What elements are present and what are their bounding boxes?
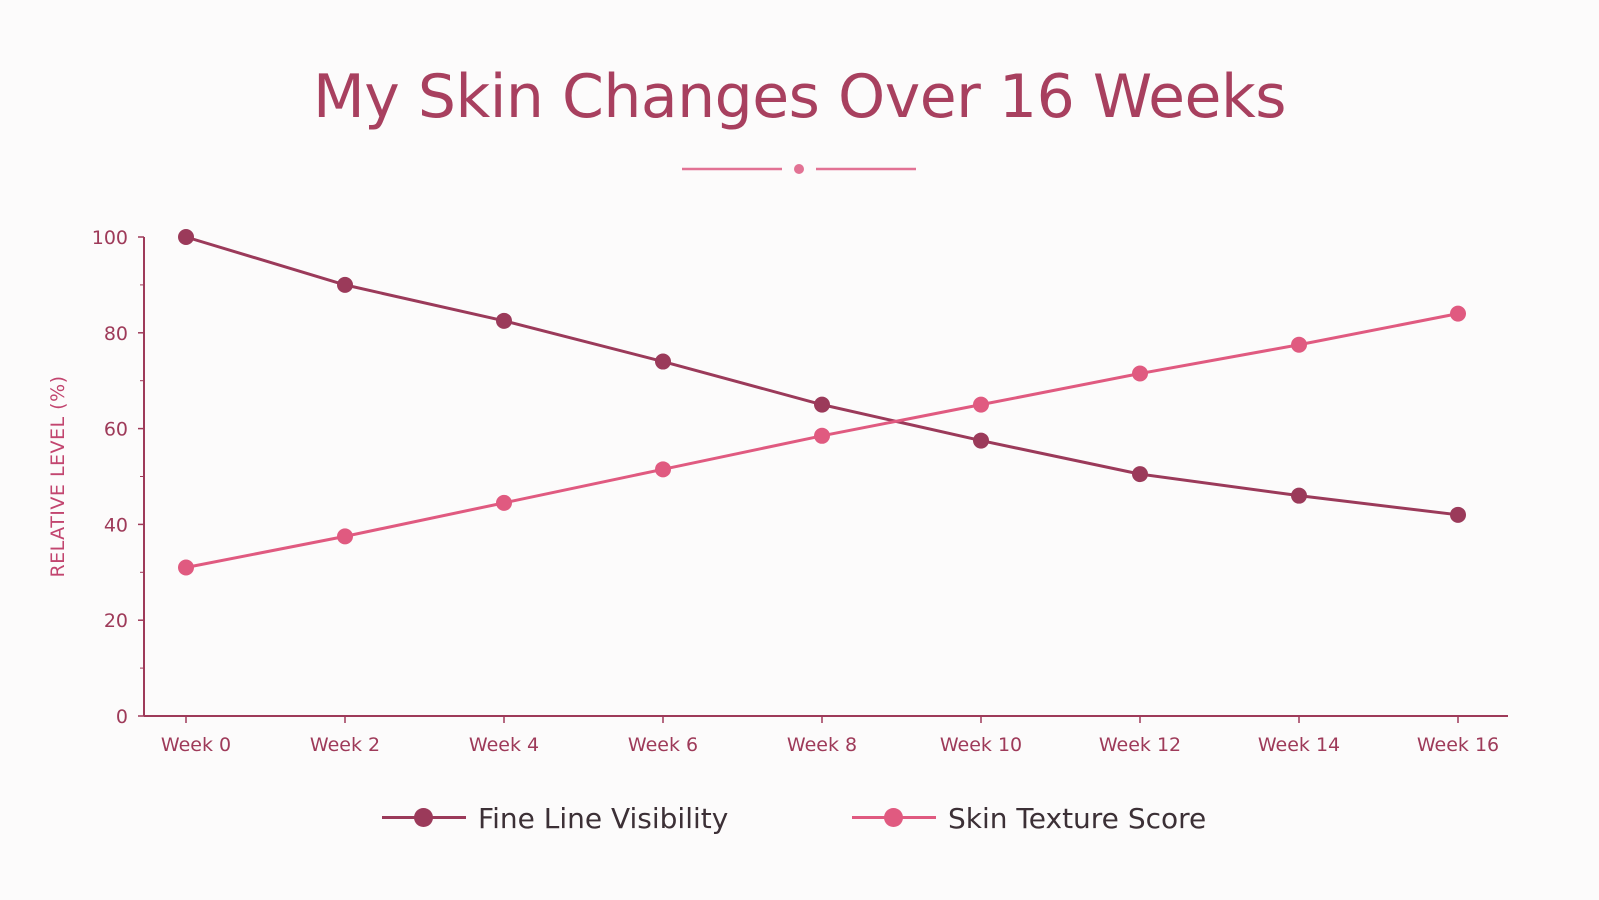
data-point (1450, 305, 1466, 322)
divider-dot (794, 164, 804, 174)
data-point (337, 276, 353, 293)
data-point (1132, 466, 1148, 483)
legend-marker-skin-texture (884, 808, 903, 827)
chart-title: My Skin Changes Over 16 Weeks (313, 62, 1286, 132)
legend-swatch-fine-line (382, 796, 466, 840)
data-point (973, 396, 989, 413)
data-point (496, 312, 512, 329)
x-tick-label: Week 12 (1099, 734, 1181, 756)
x-tick-label: Week 10 (940, 734, 1022, 756)
legend-label-fine-line: Fine Line Visibility (478, 801, 729, 835)
title-divider (682, 164, 916, 174)
y-tick-label: 80 (104, 323, 128, 345)
series-line (185, 235, 1459, 517)
data-point (1291, 487, 1307, 504)
y-tick-label: 20 (104, 610, 128, 632)
y-tick-label: 40 (104, 514, 128, 536)
legend-label-skin-texture: Skin Texture Score (948, 801, 1207, 835)
x-tick-label: Week 16 (1417, 734, 1499, 756)
data-point (337, 528, 353, 545)
legend-item-skin-texture: Skin Texture Score (852, 796, 1206, 840)
legend-item-fine-line: Fine Line Visibility (382, 796, 728, 840)
x-tick-label: Week 0 (161, 734, 231, 756)
data-point (178, 229, 194, 245)
x-tick-label: Week 14 (1258, 734, 1340, 756)
series-skin-texture-score (178, 305, 1466, 576)
y-tick-label: 100 (92, 227, 128, 249)
data-point (496, 494, 512, 511)
y-axis-title: RELATIVE LEVEL (%) (47, 375, 69, 577)
data-point (1450, 506, 1466, 523)
legend-swatch-skin-texture (852, 796, 936, 840)
data-point (1291, 336, 1307, 353)
legend: Fine Line Visibility Skin Texture Score (0, 796, 1599, 840)
data-point (973, 432, 989, 449)
x-tick-label: Week 6 (628, 734, 698, 756)
series-fine-line-visibility (178, 229, 1466, 523)
y-tick-label: 60 (104, 419, 128, 441)
x-tick-label: Week 8 (787, 734, 857, 756)
legend-marker-fine-line (414, 808, 433, 827)
data-point (814, 427, 830, 444)
data-point (814, 396, 830, 413)
data-point (655, 461, 671, 478)
data-point (178, 559, 194, 576)
y-tick-label: 0 (116, 706, 128, 728)
x-tick-label: Week 4 (469, 734, 539, 756)
x-tick-label: Week 2 (310, 734, 380, 756)
data-point (1132, 365, 1148, 382)
data-point (655, 353, 671, 370)
